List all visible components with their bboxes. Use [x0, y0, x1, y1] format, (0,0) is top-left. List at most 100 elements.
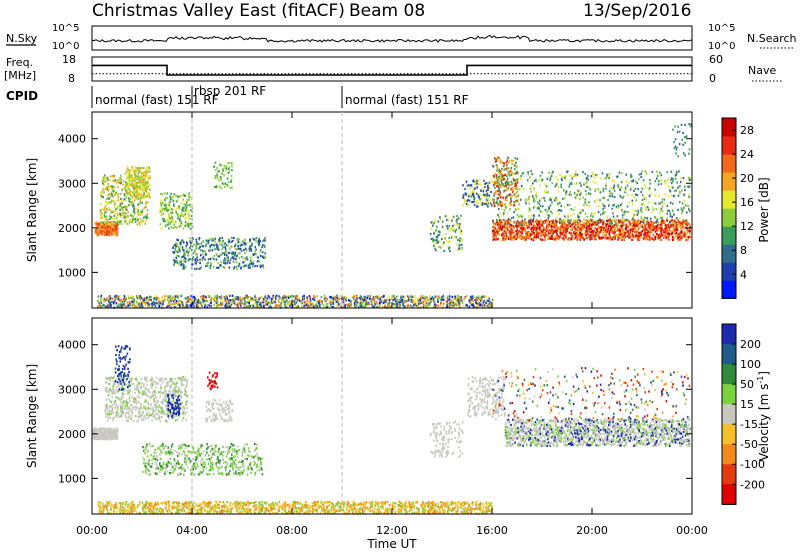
- range-cell: [240, 267, 242, 270]
- range-cell: [494, 232, 496, 235]
- range-cell: [104, 215, 106, 218]
- range-cell: [634, 231, 636, 234]
- range-cell: [176, 226, 178, 229]
- range-cell: [296, 295, 299, 298]
- range-cell: [137, 203, 139, 206]
- range-cell: [593, 236, 596, 239]
- range-cell: [99, 229, 101, 232]
- range-cell: [480, 203, 483, 206]
- range-cell: [625, 223, 627, 226]
- range-cell: [258, 238, 260, 241]
- range-cell: [185, 244, 188, 247]
- frequency-line: [92, 64, 692, 76]
- range-cell: [174, 297, 176, 300]
- range-cell: [326, 302, 329, 305]
- range-cell: [315, 303, 317, 306]
- range-cell: [138, 190, 140, 194]
- range-cell: [210, 298, 213, 301]
- range-cell: [450, 226, 453, 229]
- range-cell: [561, 237, 564, 240]
- range-cell: [239, 252, 241, 255]
- range-cell: [495, 233, 497, 236]
- range-cell: [175, 245, 177, 248]
- range-cell: [446, 306, 449, 309]
- range-cell: [231, 240, 234, 243]
- beam-label: Beam 08: [349, 1, 425, 21]
- range-cell: [106, 201, 109, 204]
- range-cell: [116, 214, 119, 217]
- range-cell: [659, 223, 662, 227]
- range-cell: [594, 223, 596, 226]
- range-cell: [457, 223, 460, 226]
- range-cell: [644, 226, 647, 229]
- range-cell: [303, 304, 305, 307]
- range-cell: [401, 300, 403, 303]
- range-cell: [319, 300, 322, 303]
- range-cell: [686, 232, 689, 235]
- range-cell: [162, 219, 165, 222]
- range-cell: [647, 227, 649, 230]
- range-cell: [377, 297, 379, 300]
- range-cell: [522, 227, 525, 230]
- range-cell: [649, 227, 651, 230]
- range-cell: [445, 240, 448, 243]
- range-cell: [639, 231, 642, 234]
- range-cell: [683, 199, 686, 202]
- range-cell: [161, 193, 164, 196]
- range-cell: [689, 235, 691, 238]
- range-cell: [159, 223, 162, 226]
- range-cell: [181, 300, 183, 303]
- range-cell: [173, 263, 175, 266]
- range-cell: [660, 238, 662, 241]
- range-cell: [120, 222, 123, 225]
- range-cell: [363, 295, 366, 298]
- range-cell: [143, 183, 146, 187]
- range-cell: [669, 225, 672, 229]
- range-cell: [190, 215, 193, 218]
- range-cell: [628, 236, 630, 239]
- range-cell: [454, 297, 456, 300]
- range-cell: [183, 203, 185, 206]
- range-cell: [152, 303, 154, 307]
- range-cell: [198, 242, 200, 246]
- range-cell: [131, 180, 133, 183]
- range-cell: [182, 267, 184, 270]
- range-cell: [453, 298, 456, 301]
- range-cell: [482, 295, 485, 298]
- range-cell: [135, 299, 137, 302]
- range-cell: [654, 235, 656, 238]
- range-cell: [115, 228, 117, 231]
- range-cell: [123, 296, 126, 299]
- range-cell: [182, 198, 184, 201]
- range-cell: [146, 201, 149, 204]
- range-cell: [688, 230, 690, 233]
- range-cell: [632, 227, 635, 230]
- range-cell: [579, 227, 582, 231]
- range-cell: [396, 299, 398, 302]
- range-cell: [677, 233, 680, 236]
- range-cell: [429, 233, 432, 236]
- range-cell: [119, 220, 121, 223]
- range-cell: [162, 302, 164, 306]
- range-cell: [146, 213, 149, 216]
- range-cell: [250, 298, 252, 302]
- range-cell: [462, 204, 464, 207]
- range-cell: [654, 226, 657, 229]
- range-cell: [133, 206, 135, 209]
- range-cell: [426, 301, 429, 304]
- range-cell: [193, 305, 195, 308]
- range-cell: [588, 230, 591, 233]
- range-cell: [646, 234, 648, 237]
- range-cell: [455, 299, 458, 302]
- range-cell: [168, 302, 170, 305]
- range-cell: [613, 196, 616, 199]
- range-cell: [169, 295, 172, 298]
- range-cell: [610, 226, 612, 229]
- range-cell: [282, 301, 285, 304]
- range-cell: [509, 229, 512, 232]
- range-cell: [468, 187, 471, 190]
- range-cell: [375, 306, 378, 309]
- range-cell: [650, 192, 652, 196]
- range-cell: [247, 266, 250, 269]
- range-cell: [119, 208, 122, 212]
